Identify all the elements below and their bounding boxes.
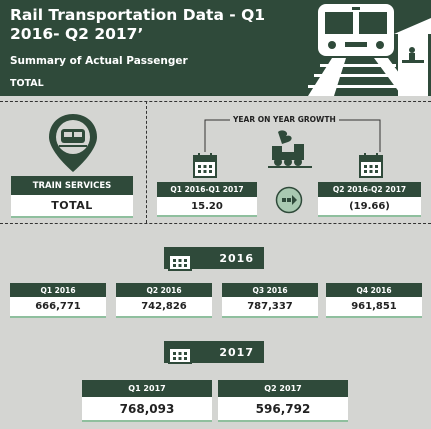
quarter-value: 666,771 <box>10 297 106 318</box>
calendar-icon <box>359 153 383 178</box>
divider <box>146 101 147 223</box>
divider <box>0 223 431 224</box>
calendar-icon <box>168 341 192 364</box>
growth-period-label: Q2 2016-Q2 2017 <box>318 182 421 197</box>
quarter-label: Q4 2016 <box>326 283 422 297</box>
total-tag: TOTAL <box>10 78 44 89</box>
quarter-value: 787,337 <box>222 297 318 318</box>
train-services-value: TOTAL <box>11 195 133 218</box>
quarter-value: 961,851 <box>326 297 422 318</box>
growth-label: YEAR ON YEAR GROWTH <box>230 115 339 124</box>
arrow-right-icon <box>275 186 303 214</box>
train-front-icon <box>308 4 431 96</box>
quarter-value: 768,093 <box>82 397 212 422</box>
quarter-value: 596,792 <box>218 397 348 422</box>
quarter-value: 742,826 <box>116 297 212 318</box>
growth-period-value: 15.20 <box>157 197 257 217</box>
growth-period-value: (19.66) <box>318 197 421 217</box>
calendar-icon <box>193 153 217 178</box>
steam-locomotive-icon <box>268 130 312 168</box>
quarter-label: Q3 2016 <box>222 283 318 297</box>
page-title: Rail Transportation Data - Q1 2016- Q2 2… <box>10 6 266 43</box>
calendar-icon <box>168 248 192 271</box>
quarter-label: Q1 2017 <box>82 380 212 397</box>
train-services-heading: TRAIN SERVICES <box>11 176 133 195</box>
quarter-label: Q2 2017 <box>218 380 348 397</box>
growth-period-label: Q1 2016-Q1 2017 <box>157 182 257 197</box>
divider <box>0 101 431 102</box>
page-subtitle: Summary of Actual Passenger <box>10 55 188 67</box>
quarter-label: Q1 2016 <box>10 283 106 297</box>
quarter-label: Q2 2016 <box>116 283 212 297</box>
train-location-pin-icon <box>49 114 97 172</box>
